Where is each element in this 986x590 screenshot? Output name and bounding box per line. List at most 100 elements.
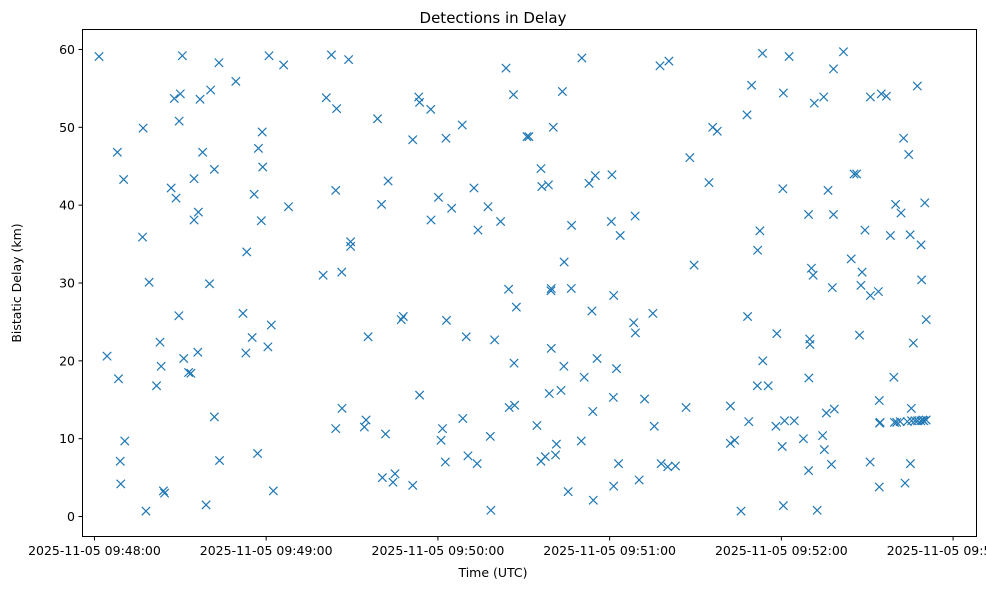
- data-point: [414, 390, 425, 400]
- data-point: [655, 61, 665, 71]
- data-point: [156, 361, 166, 371]
- data-point: [778, 88, 788, 98]
- data-point: [587, 306, 597, 316]
- data-point: [174, 311, 184, 321]
- data-point: [630, 328, 641, 338]
- data-point: [846, 254, 856, 264]
- data-point: [889, 372, 899, 382]
- data-point: [283, 202, 294, 212]
- data-point: [919, 416, 929, 426]
- data-point: [258, 162, 268, 172]
- data-point: [532, 420, 542, 431]
- data-point: [441, 315, 452, 325]
- data-point: [137, 232, 148, 242]
- data-point: [857, 267, 867, 277]
- data-point: [809, 98, 819, 108]
- data-point: [141, 506, 151, 516]
- data-point: [895, 416, 905, 427]
- data-point: [331, 423, 341, 434]
- data-point: [592, 353, 602, 364]
- data-point: [905, 230, 915, 240]
- data-point: [398, 311, 408, 322]
- data-point: [166, 183, 176, 193]
- data-point: [778, 184, 788, 194]
- data-point: [337, 267, 347, 277]
- data-point: [890, 199, 901, 209]
- data-point: [318, 270, 328, 280]
- data-point: [116, 479, 126, 489]
- data-point: [865, 92, 876, 102]
- data-point: [543, 180, 554, 190]
- data-point: [664, 56, 674, 66]
- data-point: [798, 434, 809, 444]
- data-point: [566, 220, 577, 231]
- data-point: [821, 408, 831, 418]
- data-point: [681, 402, 691, 413]
- data-point: [639, 394, 650, 404]
- data-point: [763, 381, 773, 391]
- data-point: [201, 500, 211, 510]
- data-point: [264, 51, 274, 61]
- data-point: [266, 320, 276, 330]
- data-point: [94, 51, 104, 62]
- data-point: [827, 283, 837, 293]
- data-point: [823, 185, 833, 195]
- data-point: [563, 487, 573, 497]
- data-point: [113, 374, 124, 384]
- data-point: [256, 216, 266, 226]
- y-tick-label: 50: [59, 120, 75, 135]
- data-point: [257, 127, 267, 137]
- data-point: [321, 93, 331, 103]
- data-point: [559, 361, 569, 371]
- data-point: [826, 459, 837, 470]
- data-point: [777, 441, 787, 452]
- data-point: [437, 423, 448, 434]
- data-point: [613, 458, 624, 469]
- data-point: [803, 209, 814, 220]
- data-point: [685, 153, 695, 163]
- y-tick-label: 10: [59, 431, 75, 446]
- data-point: [865, 457, 875, 467]
- data-point: [819, 92, 829, 102]
- data-point: [189, 215, 199, 225]
- data-point: [874, 395, 884, 406]
- data-point: [757, 48, 768, 58]
- chart-title: Detections in Delay: [420, 9, 567, 27]
- data-point: [576, 436, 586, 446]
- data-point: [812, 505, 822, 515]
- data-point: [856, 280, 866, 290]
- data-point: [898, 133, 909, 143]
- x-tick-label: 2025-11-05 09:49:00: [200, 543, 333, 558]
- data-point: [819, 444, 829, 455]
- data-point: [377, 472, 388, 483]
- data-point: [144, 277, 154, 287]
- data-point: [712, 126, 722, 136]
- data-point: [778, 501, 788, 511]
- data-point: [611, 364, 622, 374]
- data-point: [343, 54, 354, 65]
- data-point: [577, 53, 587, 63]
- data-point: [881, 91, 892, 101]
- data-point: [752, 245, 763, 255]
- data-point: [441, 133, 451, 143]
- data-point: [746, 80, 757, 90]
- x-tick-label: 2025-11-05 09:48:00: [28, 543, 161, 558]
- data-point: [771, 421, 781, 431]
- data-point: [388, 477, 398, 487]
- y-tick-label: 20: [59, 353, 75, 368]
- data-point: [102, 351, 112, 361]
- data-point: [873, 286, 884, 297]
- data-point: [345, 241, 356, 252]
- data-point: [169, 93, 179, 104]
- data-point: [556, 385, 566, 396]
- data-point: [648, 308, 658, 318]
- y-tick-label: 60: [59, 42, 75, 57]
- data-point: [440, 457, 450, 467]
- data-point: [119, 174, 129, 185]
- data-point: [241, 348, 251, 358]
- data-point: [838, 47, 849, 57]
- y-axis-label: Bistatic Delay (km): [9, 223, 24, 342]
- data-point: [725, 401, 736, 411]
